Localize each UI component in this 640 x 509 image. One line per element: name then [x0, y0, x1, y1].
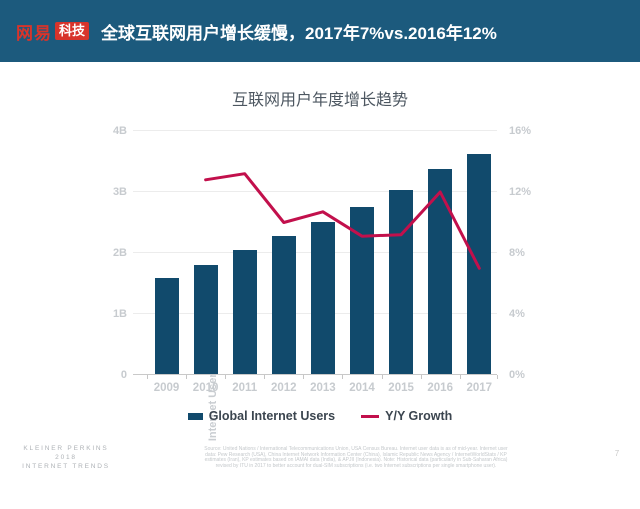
netease-tech-logo: 网易 科技: [16, 19, 90, 44]
gridline: [133, 191, 497, 192]
right-axis-tick: 4%: [509, 308, 525, 320]
page-number: 7: [614, 449, 620, 458]
x-axis-label-2011: 2011: [232, 382, 258, 394]
footer-brand-line: INTERNET TRENDS: [22, 463, 110, 470]
plot-area: Internet Users, Global Y/Y Growth 00%1B4…: [113, 125, 531, 441]
left-axis-tick: 0: [120, 369, 127, 381]
left-axis-tick: 1B: [112, 308, 127, 320]
tech-logo-badge: 科技: [55, 22, 90, 40]
growth-line-layer: [204, 172, 481, 270]
line-series-marker: [361, 414, 380, 418]
bar-2016: [428, 169, 453, 374]
right-axis-tick: 12%: [509, 186, 532, 198]
x-axis-label-2009: 2009: [153, 382, 180, 394]
x-axis-baseline: [133, 374, 497, 375]
source-line: revised by ITU in 2017 to better account…: [215, 462, 497, 469]
bar-2013: [310, 222, 335, 374]
chart-legend: Global Internet Users Y/Y Growth: [0, 408, 640, 424]
source-note: Source: United Nations / International T…: [158, 446, 554, 469]
gridline: [133, 130, 497, 131]
footer-brand-line: KLEINER PERKINS: [23, 445, 109, 452]
right-axis-tick: 0%: [509, 369, 525, 381]
x-axis-label-2012: 2012: [271, 382, 297, 394]
left-axis-tick: 2B: [112, 247, 127, 259]
bar-2017: [467, 153, 492, 374]
x-axis-tickmark: [497, 375, 498, 379]
left-axis-tick: 3B: [112, 186, 127, 198]
footer-brand-line: 2018: [55, 454, 77, 461]
growth-line: [204, 172, 481, 270]
source-line: estimates (Iran), KP estimates based on …: [204, 457, 508, 463]
x-axis-tickmark: [186, 375, 188, 379]
x-axis-tickmark: [225, 375, 227, 379]
x-axis-tickmark: [264, 375, 266, 379]
right-axis-tick: 16%: [509, 125, 532, 137]
legend-label-line: Y/Y Growth: [385, 409, 453, 423]
x-axis-tickmark: [342, 375, 344, 379]
source-line: data: Pew Research (USA), China Internet…: [205, 451, 507, 458]
x-axis-label-2013: 2013: [310, 382, 336, 394]
x-axis-tickmark: [381, 375, 383, 379]
bar-2011: [232, 250, 257, 374]
x-axis-tickmark: [303, 375, 305, 379]
right-axis-tick: 8%: [509, 247, 525, 259]
x-axis-label-2015: 2015: [388, 382, 414, 394]
x-axis-tickmark: [420, 375, 422, 379]
x-axis-label-2017: 2017: [466, 382, 493, 394]
footer-brand: KLEINER PERKINS 2018 INTERNET TRENDS: [10, 444, 122, 471]
slide-headline: 全球互联网用户增长缓慢，2017年7%vs.2016年12%: [101, 23, 497, 43]
bar-2009: [154, 278, 179, 374]
left-axis-tick: 4B: [112, 125, 127, 137]
legend-label-bars: Global Internet Users: [208, 409, 336, 423]
bar-2015: [389, 190, 414, 374]
x-axis-label-2010: 2010: [192, 382, 219, 394]
bar-series-marker: [187, 412, 203, 420]
legend-item-line: Y/Y Growth: [361, 409, 452, 423]
bar-2010: [193, 264, 218, 374]
x-axis-label-2016: 2016: [427, 382, 453, 394]
chart-title: 互联网用户年度增长趋势: [231, 92, 408, 109]
header-bar: 网易 科技 全球互联网用户增长缓慢，2017年7%vs.2016年12%: [0, 0, 640, 62]
legend-item-bars: Global Internet Users: [187, 409, 336, 423]
x-axis-tickmark: [459, 375, 461, 379]
x-axis-label-2014: 2014: [349, 382, 375, 394]
x-axis-tickmark: [146, 375, 148, 379]
bar-2012: [271, 236, 296, 374]
netease-logo-text: 网易: [16, 23, 52, 43]
source-line: Source: United Nations / International T…: [204, 446, 508, 452]
